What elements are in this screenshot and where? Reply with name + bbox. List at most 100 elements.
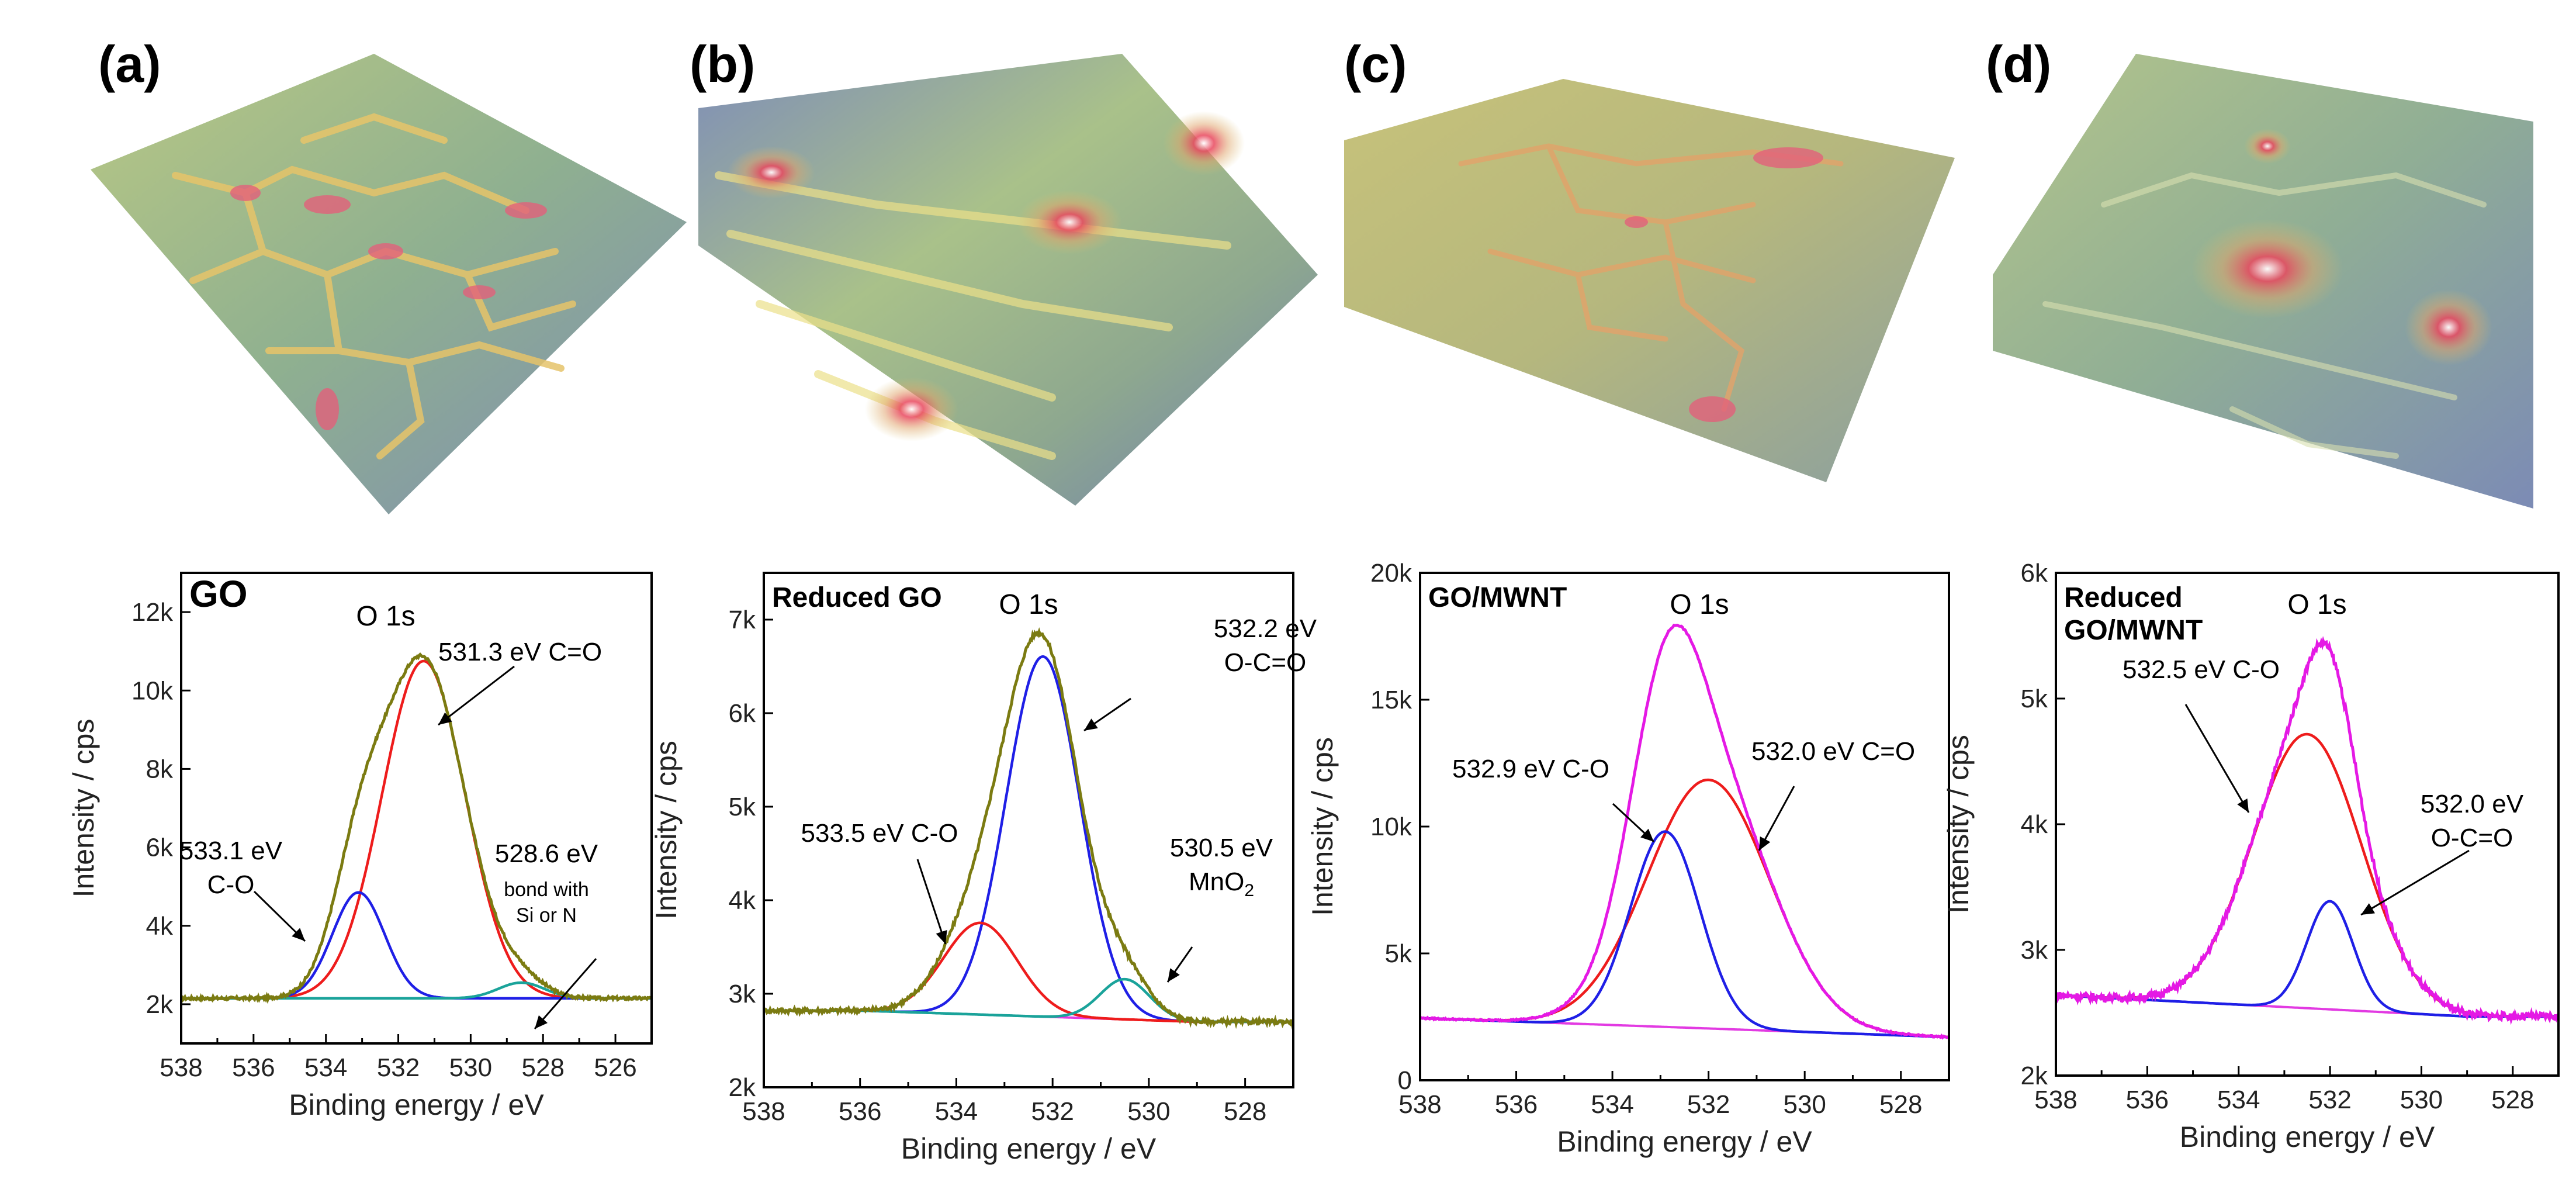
y-tick-label: 6k (2021, 559, 2048, 587)
annotation-arrowhead (1168, 968, 1180, 982)
x-tick-label: 528 (2491, 1086, 2534, 1114)
x-tick-label: 534 (304, 1053, 347, 1082)
annotation-text: C-O (207, 870, 255, 899)
x-tick-label: 536 (232, 1053, 275, 1082)
peak-annotation: 532.9 eV C-O (1452, 755, 1655, 843)
y-tick-label: 4k (2021, 810, 2048, 839)
xps-chart-go: 538 536 534 532 530 528 526 2k 4k 6k 8k 10k 12k Bindi… (67, 572, 653, 1121)
y-axis-label: Intensity / cps (67, 719, 100, 898)
afm-surface-d (1993, 54, 2533, 509)
y-tick-label: 4k (729, 886, 756, 915)
peak-c-o-line (2056, 732, 2558, 1018)
x-tick-label: 532 (1687, 1090, 1730, 1119)
peak-annotation: 530.5 eV MnO2 (1166, 834, 1273, 983)
y-tick-label: 6k (146, 834, 174, 862)
envelope-line (2056, 642, 2558, 1018)
annotation-text: O-C=O (1224, 648, 1307, 677)
annotation-arrowhead (936, 929, 947, 944)
y-tick-label: 6k (729, 699, 756, 728)
annotation-arrowhead (1640, 828, 1654, 842)
chart-title: GO (189, 573, 248, 615)
x-axis-label: Binding energy / eV (2180, 1121, 2435, 1153)
plot-frame (763, 572, 1294, 1088)
peak-c-o-line (1420, 830, 1949, 1039)
peak-mno2-line (764, 977, 1293, 1024)
annotation-text: MnO2 (1189, 867, 1254, 900)
y-tick-label: 5k (1385, 939, 1412, 968)
x-tick-label: 536 (839, 1097, 881, 1126)
y-tick-label: 5k (729, 793, 756, 821)
peak-annotation: 532.2 eV O-C=O (1083, 614, 1317, 732)
plot-area (181, 652, 652, 1004)
core-level-label: O 1s (999, 589, 1058, 620)
y-tick-label: 2k (146, 990, 174, 1019)
annotation-arrow (438, 665, 515, 726)
core-level-label: O 1s (1670, 589, 1729, 620)
y-tick-label: 7k (729, 606, 756, 634)
annotation-text: 533.5 eV C-O (801, 819, 958, 848)
chart-title: GO/MWNT (1428, 582, 1567, 613)
plot-frame (180, 572, 653, 1045)
chart-title: Reduced GO (772, 582, 942, 613)
annotation-small-text: bond with (504, 879, 589, 901)
panel-label-a: (a) (98, 35, 161, 93)
x-axis-label: Binding energy / eV (289, 1088, 544, 1121)
annotation-arrowhead (292, 928, 305, 941)
peak-annotation: 528.6 eV bond with Si or N (495, 839, 598, 1029)
x-tick-label: 532 (1031, 1097, 1074, 1126)
x-tick-label: 538 (2034, 1086, 2077, 1114)
annotation-arrowhead (2361, 903, 2376, 915)
plot-area (2056, 635, 2558, 1025)
x-tick-label: 528 (1879, 1090, 1922, 1119)
y-tick-label: 10k (1370, 813, 1412, 841)
y-tick-label: 10k (131, 676, 174, 705)
y-tick-label: 4k (146, 912, 174, 941)
annotation-arrowhead (438, 712, 452, 725)
core-level-label: O 1s (356, 601, 415, 632)
peak-c-o-line (181, 891, 652, 1000)
x-tick-label: 534 (935, 1097, 978, 1126)
raw-spectrum-line (181, 652, 652, 1004)
annotation-text: 532.0 eV (2421, 790, 2524, 818)
annotation-arrow (2360, 849, 2470, 916)
y-tick-label: 20k (1370, 559, 1412, 587)
peak-annotation: 532.0 eV C=O (1751, 737, 1915, 851)
chart-title: GO/MWNT (2064, 615, 2203, 646)
x-tick-label: 536 (2126, 1086, 2169, 1114)
annotation-arrowhead (1084, 718, 1098, 731)
x-axis-label: Binding energy / eV (901, 1132, 1157, 1165)
x-tick-label: 532 (2308, 1086, 2351, 1114)
peak-c-o-line (1420, 778, 1949, 1039)
x-tick-label: 530 (1127, 1097, 1170, 1126)
x-tick-label: 526 (594, 1053, 636, 1082)
y-tick-label: 8k (146, 755, 174, 783)
y-tick-label: 12k (131, 598, 174, 627)
panel-label-d: (d) (1986, 35, 2051, 93)
envelope-line (1420, 624, 1949, 1038)
afm-surface-b (698, 54, 1318, 506)
xps-chart-go-mwnt: 538 536 534 532 530 528 0 5k 10k 15k 20k Binding en… (1306, 559, 1950, 1158)
peak-annotation: 533.5 eV C-O (801, 819, 958, 945)
y-tick-label: 3k (2021, 936, 2048, 965)
y-axis-label: Intensity / cps (1942, 735, 1975, 914)
envelope-line (181, 655, 652, 1000)
x-tick-label: 528 (522, 1053, 565, 1082)
plot-area (764, 627, 1293, 1030)
peak-annotation: 532.5 eV C-O (2123, 655, 2280, 813)
x-tick-label: 528 (1224, 1097, 1266, 1126)
y-tick-label: 2k (729, 1073, 756, 1102)
annotation-arrowhead (535, 1015, 548, 1029)
annotation-arrow (2184, 704, 2250, 813)
plot-frame (1419, 572, 1950, 1081)
annotation-text: 532.5 eV C-O (2123, 655, 2280, 684)
y-tick-label: 0 (1398, 1066, 1412, 1095)
chart-title: Reduced (2064, 582, 2183, 613)
x-tick-label: 536 (1495, 1090, 1538, 1119)
annotation-text: 532.9 eV C-O (1452, 755, 1609, 783)
envelope-line (764, 631, 1293, 1023)
core-level-label: O 1s (2287, 589, 2346, 620)
xps-chart-reduced-go: 538 536 534 532 530 528 2k 3k 4k 5k 6k 7k Binding en… (650, 572, 1317, 1165)
panel-label-b: (b) (690, 35, 755, 93)
annotation-text: 532.2 eV (1214, 614, 1317, 643)
